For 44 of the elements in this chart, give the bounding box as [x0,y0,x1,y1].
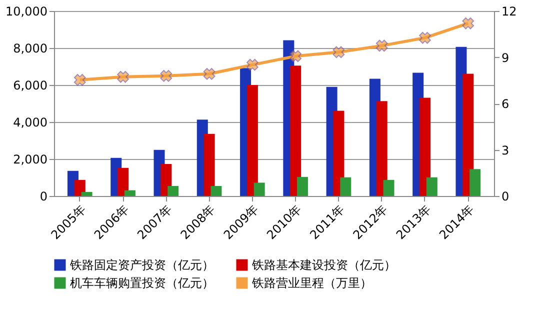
point [203,68,216,80]
bar [290,66,302,196]
legend-label: 铁路固定资产投资（亿元） [69,258,214,272]
legend-label: 铁路基本建设投资（亿元） [251,258,396,272]
bar [168,186,179,196]
bar [210,186,222,196]
bar [426,177,438,196]
legend-label: 铁路营业里程（万里） [251,276,372,290]
y-tick-label: 0 [40,190,48,204]
bar [81,192,92,196]
point [290,50,302,62]
bar [296,176,308,196]
bar [333,110,344,196]
point [462,17,474,30]
point [117,70,129,83]
y-tick-label: 2,000 [13,152,48,166]
bar [246,85,258,196]
bar [462,74,474,196]
bar [340,177,352,196]
y2-tick-label: 9 [502,50,510,65]
point [419,32,431,44]
bar [383,180,394,196]
y2-tick-label: 3 [502,143,510,158]
bar [376,101,388,196]
bar [254,182,265,196]
bar [74,180,86,196]
point [246,58,258,71]
legend-label: 机车车辆购置投资（亿元） [70,276,214,290]
bar [124,190,136,196]
y-tick-label: 6,000 [13,78,48,92]
point [332,46,345,58]
point [160,70,172,82]
y-tick-label: 4,000 [13,116,48,130]
point [376,40,388,52]
bar [118,168,129,196]
bar [419,98,430,196]
y-tick-label: 10,000 [6,4,48,18]
y2-tick-label: 12 [502,4,517,18]
y2-tick-label: 6 [502,97,510,111]
point [74,74,86,86]
bar [204,134,215,196]
bar [470,169,481,196]
y2-tick-label: 0 [502,190,510,204]
y-tick-label: 8,000 [13,42,48,56]
